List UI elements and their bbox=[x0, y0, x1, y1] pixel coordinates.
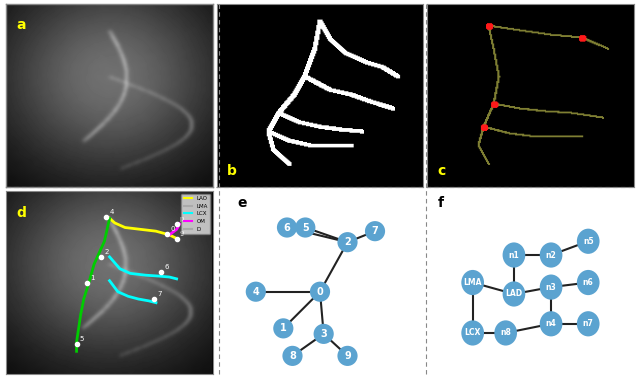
Text: n2: n2 bbox=[546, 251, 556, 260]
Text: e: e bbox=[237, 196, 247, 210]
Circle shape bbox=[577, 311, 600, 336]
Text: LMA: LMA bbox=[463, 278, 482, 287]
Circle shape bbox=[246, 282, 266, 302]
Text: 2: 2 bbox=[104, 249, 109, 255]
Text: 9: 9 bbox=[180, 231, 184, 237]
Circle shape bbox=[282, 346, 303, 366]
Circle shape bbox=[577, 270, 600, 295]
Circle shape bbox=[494, 320, 517, 345]
Text: b: b bbox=[227, 164, 237, 178]
Text: LAD: LAD bbox=[506, 290, 522, 299]
Text: c: c bbox=[438, 164, 446, 178]
Circle shape bbox=[314, 324, 333, 344]
Circle shape bbox=[337, 232, 358, 252]
Text: 4: 4 bbox=[252, 287, 259, 297]
Text: n5: n5 bbox=[583, 237, 593, 246]
Circle shape bbox=[540, 274, 563, 300]
Text: 1: 1 bbox=[280, 323, 287, 333]
Circle shape bbox=[337, 346, 358, 366]
Text: 6: 6 bbox=[164, 264, 169, 270]
Circle shape bbox=[540, 311, 563, 336]
Text: 0: 0 bbox=[317, 287, 323, 297]
Circle shape bbox=[502, 242, 525, 268]
Text: p: p bbox=[180, 216, 184, 222]
Text: n1: n1 bbox=[509, 251, 519, 260]
Text: n8: n8 bbox=[500, 328, 511, 338]
Circle shape bbox=[461, 270, 484, 295]
Text: 9: 9 bbox=[344, 351, 351, 361]
Text: 0: 0 bbox=[170, 226, 175, 232]
Circle shape bbox=[295, 217, 316, 238]
Text: 6: 6 bbox=[284, 223, 291, 232]
Text: 5: 5 bbox=[302, 223, 308, 232]
Circle shape bbox=[277, 217, 297, 238]
Text: a: a bbox=[17, 19, 26, 33]
Legend: LAO, LMA, LCX, OM, D: LAO, LMA, LCX, OM, D bbox=[181, 194, 210, 234]
Text: 8: 8 bbox=[289, 351, 296, 361]
Text: 4: 4 bbox=[109, 209, 114, 215]
Text: n4: n4 bbox=[546, 319, 556, 328]
Text: n6: n6 bbox=[583, 278, 593, 287]
Text: LCX: LCX bbox=[465, 328, 481, 338]
Text: 1: 1 bbox=[90, 275, 95, 281]
Text: 3: 3 bbox=[320, 329, 327, 339]
Text: f: f bbox=[438, 196, 444, 210]
Text: 7: 7 bbox=[157, 291, 161, 297]
Circle shape bbox=[502, 281, 525, 307]
Circle shape bbox=[365, 221, 385, 241]
Circle shape bbox=[540, 242, 563, 268]
Text: 2: 2 bbox=[344, 237, 351, 247]
Text: d: d bbox=[17, 206, 27, 220]
Text: n7: n7 bbox=[583, 319, 594, 328]
Circle shape bbox=[461, 320, 484, 345]
Text: n3: n3 bbox=[546, 283, 556, 291]
Circle shape bbox=[577, 229, 600, 254]
Text: 5: 5 bbox=[79, 336, 84, 342]
Circle shape bbox=[310, 282, 330, 302]
Text: 7: 7 bbox=[372, 226, 378, 236]
Circle shape bbox=[273, 318, 293, 338]
